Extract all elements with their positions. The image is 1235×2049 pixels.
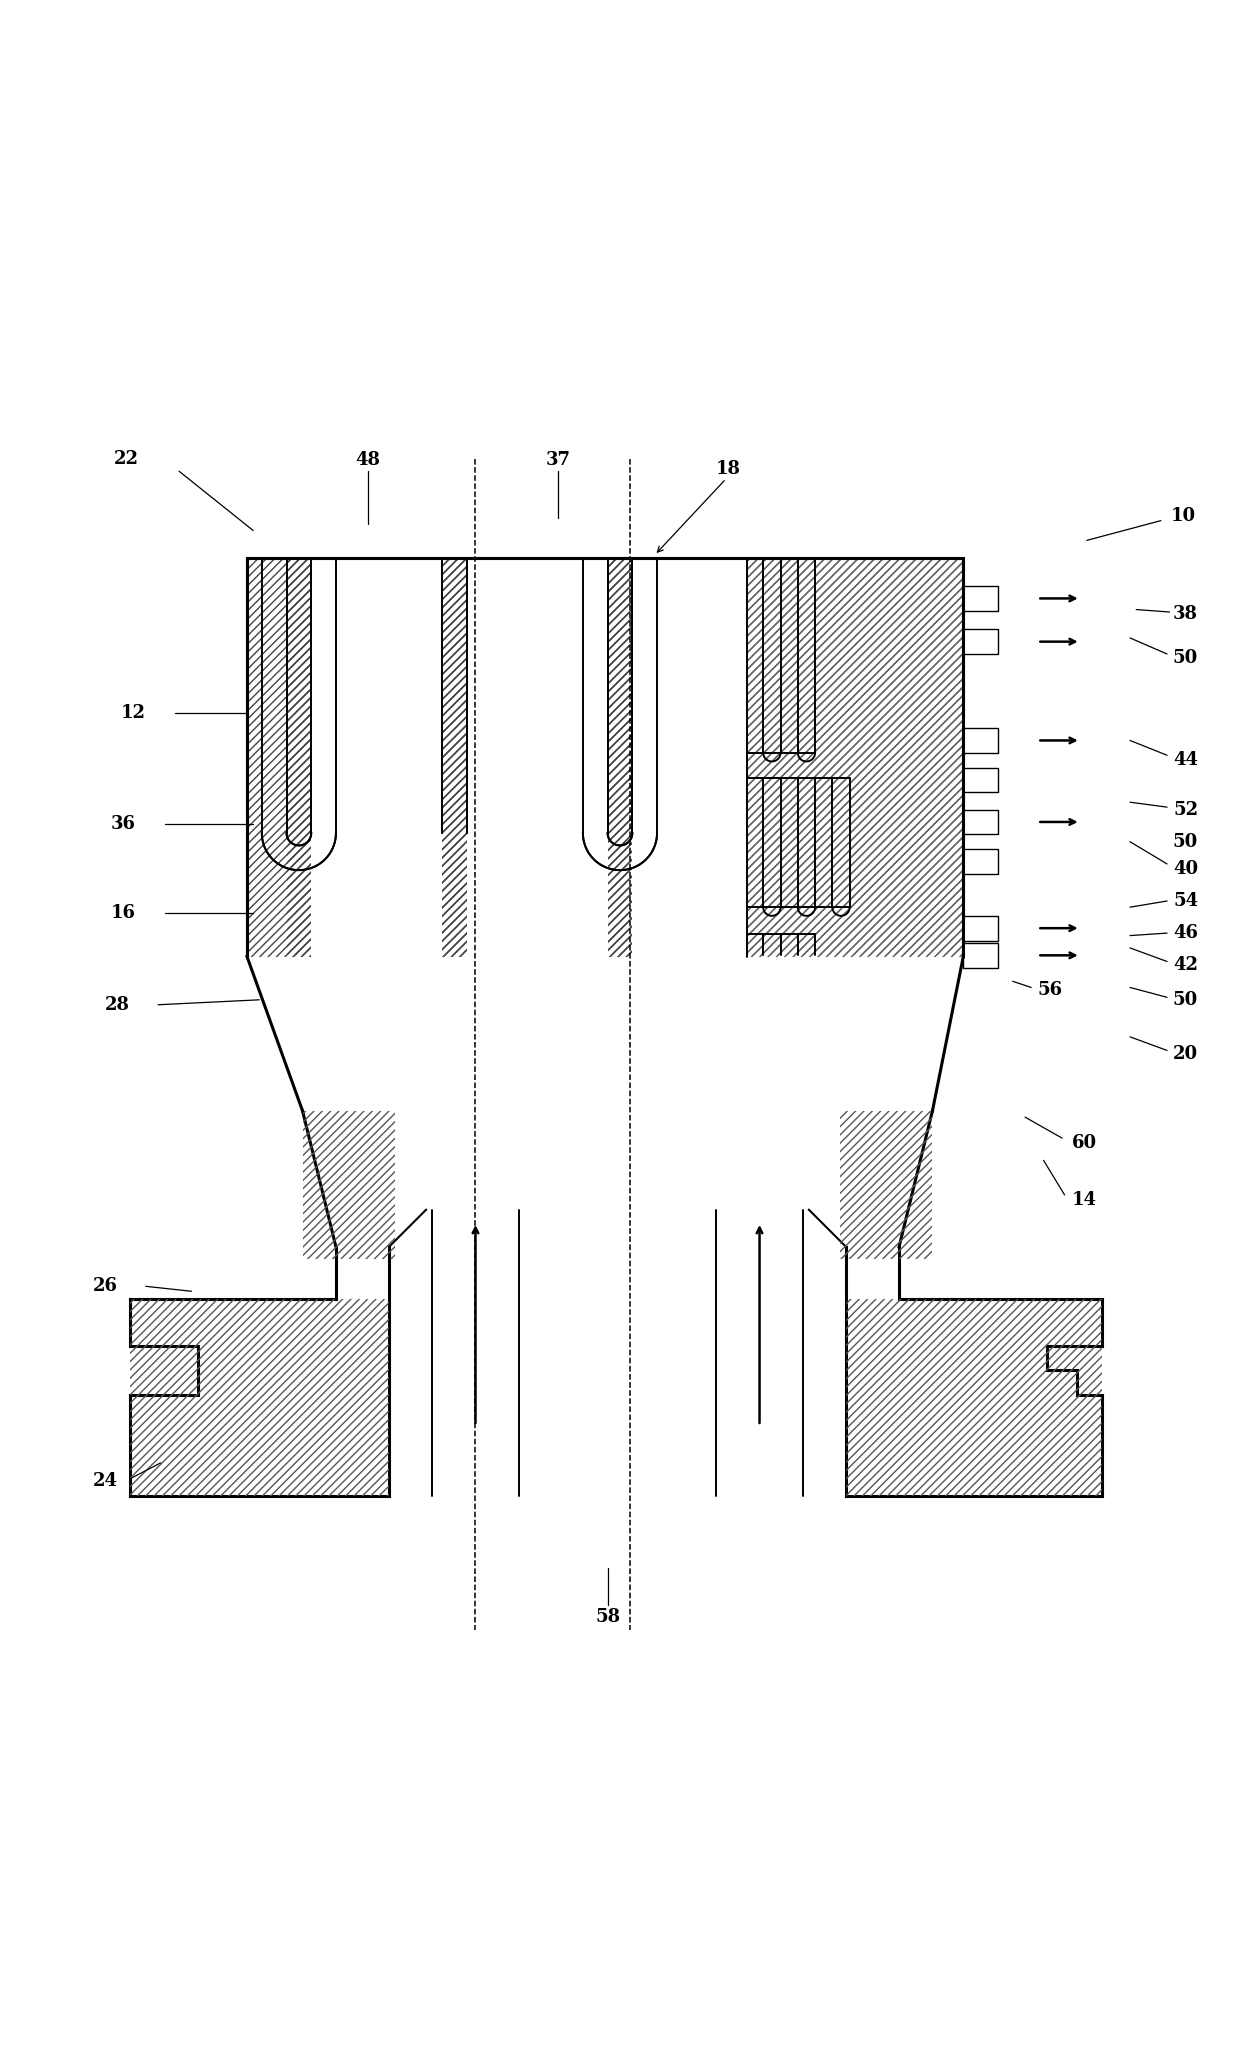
Text: 42: 42 [1173,957,1198,973]
Text: 48: 48 [356,451,380,469]
Text: 50: 50 [1173,832,1198,850]
Text: 38: 38 [1173,607,1198,623]
Text: 52: 52 [1173,801,1198,820]
Bar [311,557,442,957]
Bar [442,557,467,957]
Text: 12: 12 [121,705,146,723]
Text: 26: 26 [93,1277,117,1295]
Text: 20: 20 [1173,1045,1198,1063]
Bar [247,557,287,957]
Bar [963,768,998,793]
Text: 54: 54 [1173,891,1198,910]
Bar [608,557,632,957]
Text: 18: 18 [716,459,741,477]
Text: 14: 14 [1072,1190,1097,1209]
Text: 28: 28 [105,996,130,1014]
Bar [963,848,998,873]
Text: 40: 40 [1173,861,1198,877]
Text: 50: 50 [1173,650,1198,666]
Text: 58: 58 [595,1608,620,1627]
Bar [311,557,442,957]
Bar [247,557,963,957]
Text: 37: 37 [546,451,571,469]
Text: 60: 60 [1072,1133,1097,1152]
Bar [963,586,998,611]
Bar [247,557,287,957]
Text: 22: 22 [114,451,138,467]
Bar [303,1111,395,1260]
Text: 46: 46 [1173,924,1198,943]
Text: 56: 56 [1037,981,1062,1000]
Bar [287,557,311,957]
Bar [963,916,998,940]
Text: 36: 36 [111,816,136,834]
Text: 44: 44 [1173,752,1198,768]
Bar [963,727,998,752]
Text: 24: 24 [93,1473,117,1490]
Bar [467,557,608,957]
Text: 16: 16 [111,904,136,922]
Bar [963,943,998,967]
Bar [963,629,998,654]
Bar [963,809,998,834]
Bar [248,559,962,955]
Bar [846,1299,1102,1496]
Bar [632,557,747,957]
Text: 10: 10 [1171,506,1195,525]
Bar [840,1111,932,1260]
Text: 50: 50 [1173,992,1198,1008]
Bar [130,1299,389,1496]
